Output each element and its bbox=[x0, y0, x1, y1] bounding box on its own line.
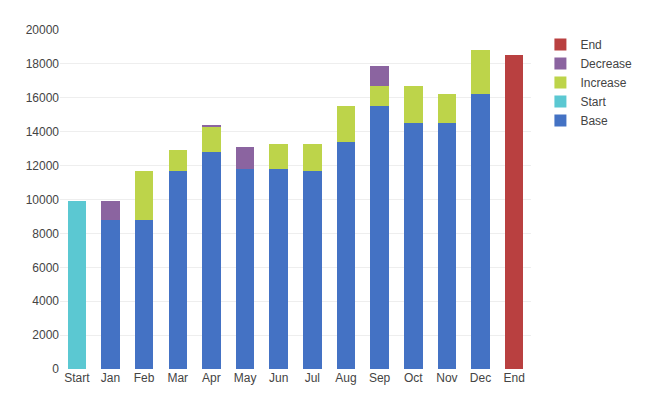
svg-text:Start: Start bbox=[64, 371, 90, 385]
svg-text:Decrease: Decrease bbox=[580, 57, 632, 71]
svg-text:Sep: Sep bbox=[369, 371, 391, 385]
svg-text:2000: 2000 bbox=[32, 328, 59, 342]
svg-text:Apr: Apr bbox=[202, 371, 221, 385]
svg-text:Increase: Increase bbox=[580, 76, 626, 90]
svg-text:Mar: Mar bbox=[167, 371, 188, 385]
svg-text:14000: 14000 bbox=[26, 125, 60, 139]
svg-text:Oct: Oct bbox=[404, 371, 423, 385]
svg-text:12000: 12000 bbox=[26, 159, 60, 173]
svg-text:8000: 8000 bbox=[32, 227, 59, 241]
svg-text:Jul: Jul bbox=[305, 371, 320, 385]
svg-text:Base: Base bbox=[580, 114, 608, 128]
svg-text:Feb: Feb bbox=[134, 371, 155, 385]
svg-text:May: May bbox=[234, 371, 257, 385]
svg-text:4000: 4000 bbox=[32, 294, 59, 308]
svg-text:End: End bbox=[580, 38, 601, 52]
svg-text:10000: 10000 bbox=[26, 193, 60, 207]
svg-text:18000: 18000 bbox=[26, 57, 60, 71]
svg-text:Start: Start bbox=[580, 95, 606, 109]
svg-text:20000: 20000 bbox=[26, 23, 60, 37]
svg-text:Dec: Dec bbox=[470, 371, 491, 385]
svg-text:End: End bbox=[504, 371, 525, 385]
svg-text:Jun: Jun bbox=[269, 371, 288, 385]
svg-text:Nov: Nov bbox=[436, 371, 457, 385]
svg-text:6000: 6000 bbox=[32, 261, 59, 275]
svg-text:Jan: Jan bbox=[101, 371, 120, 385]
svg-text:16000: 16000 bbox=[26, 91, 60, 105]
svg-text:0: 0 bbox=[52, 362, 59, 376]
svg-text:Aug: Aug bbox=[335, 371, 356, 385]
